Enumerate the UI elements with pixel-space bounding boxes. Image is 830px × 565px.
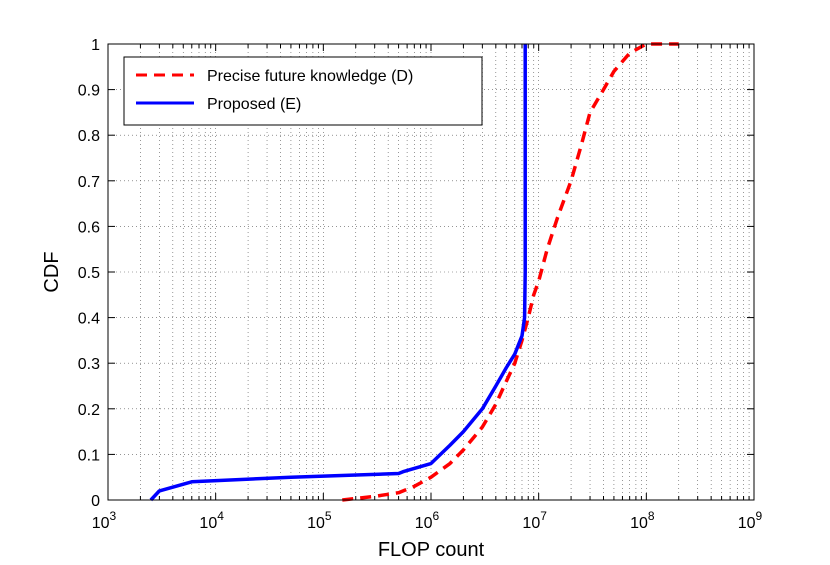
- y-tick-label: 0.5: [78, 265, 100, 282]
- x-tick-label: 104: [199, 509, 224, 532]
- x-axis-label: FLOP count: [378, 539, 485, 561]
- x-tick-label: 107: [522, 509, 547, 532]
- x-tick-label-exponent: 6: [433, 509, 440, 523]
- x-tick-label: 105: [307, 509, 332, 532]
- axis-ticks: [108, 43, 754, 501]
- y-axis-label: CDF: [41, 251, 63, 292]
- y-tick-label: 0: [91, 493, 100, 510]
- x-tick-label-base: 10: [630, 515, 648, 532]
- x-tick-labels: 103 104 105 106 107 108 109: [92, 509, 763, 532]
- x-tick-label-exponent: 3: [110, 509, 117, 523]
- y-tick-labels: 0 0.1 0.2 0.3 0.4 0.5 0.6 0.7 0.8 0.9 1: [78, 37, 100, 510]
- y-tick-label: 0.1: [78, 447, 100, 464]
- x-tick-label-exponent: 4: [217, 509, 224, 523]
- series-line-0: [342, 42, 679, 502]
- x-tick-label-base: 10: [307, 515, 325, 532]
- x-tick-label-base: 10: [522, 515, 540, 532]
- legend-label-proposed: Proposed (E): [207, 96, 301, 113]
- y-tick-label: 0.3: [78, 356, 100, 373]
- x-tick-label-base: 10: [738, 515, 756, 532]
- x-tick-label-base: 10: [92, 515, 110, 532]
- x-tick-label-exponent: 9: [756, 509, 763, 523]
- x-tick-label: 103: [92, 509, 117, 532]
- y-tick-label: 0.9: [78, 83, 100, 100]
- y-tick-label: 0.4: [78, 311, 100, 328]
- legend: Precise future knowledge (D) Proposed (E…: [123, 56, 483, 126]
- x-tick-label-exponent: 8: [648, 509, 655, 523]
- series-line-1: [149, 44, 527, 502]
- y-tick-label: 0.8: [78, 128, 100, 145]
- x-tick-label-exponent: 5: [325, 509, 332, 523]
- y-tick-label: 0.7: [78, 174, 100, 191]
- legend-label-precise: Precise future knowledge (D): [207, 68, 413, 85]
- x-tick-label-base: 10: [415, 515, 433, 532]
- y-tick-label: 0.6: [78, 219, 100, 236]
- x-tick-label: 109: [738, 509, 763, 532]
- legend-box: [123, 56, 483, 126]
- x-tick-label: 108: [630, 509, 655, 532]
- x-tick-label: 106: [415, 509, 440, 532]
- y-tick-label: 0.2: [78, 402, 100, 419]
- y-tick-label: 1: [91, 37, 100, 54]
- x-tick-label-base: 10: [199, 515, 217, 532]
- series-layer: [149, 42, 679, 502]
- x-tick-label-exponent: 7: [540, 509, 547, 523]
